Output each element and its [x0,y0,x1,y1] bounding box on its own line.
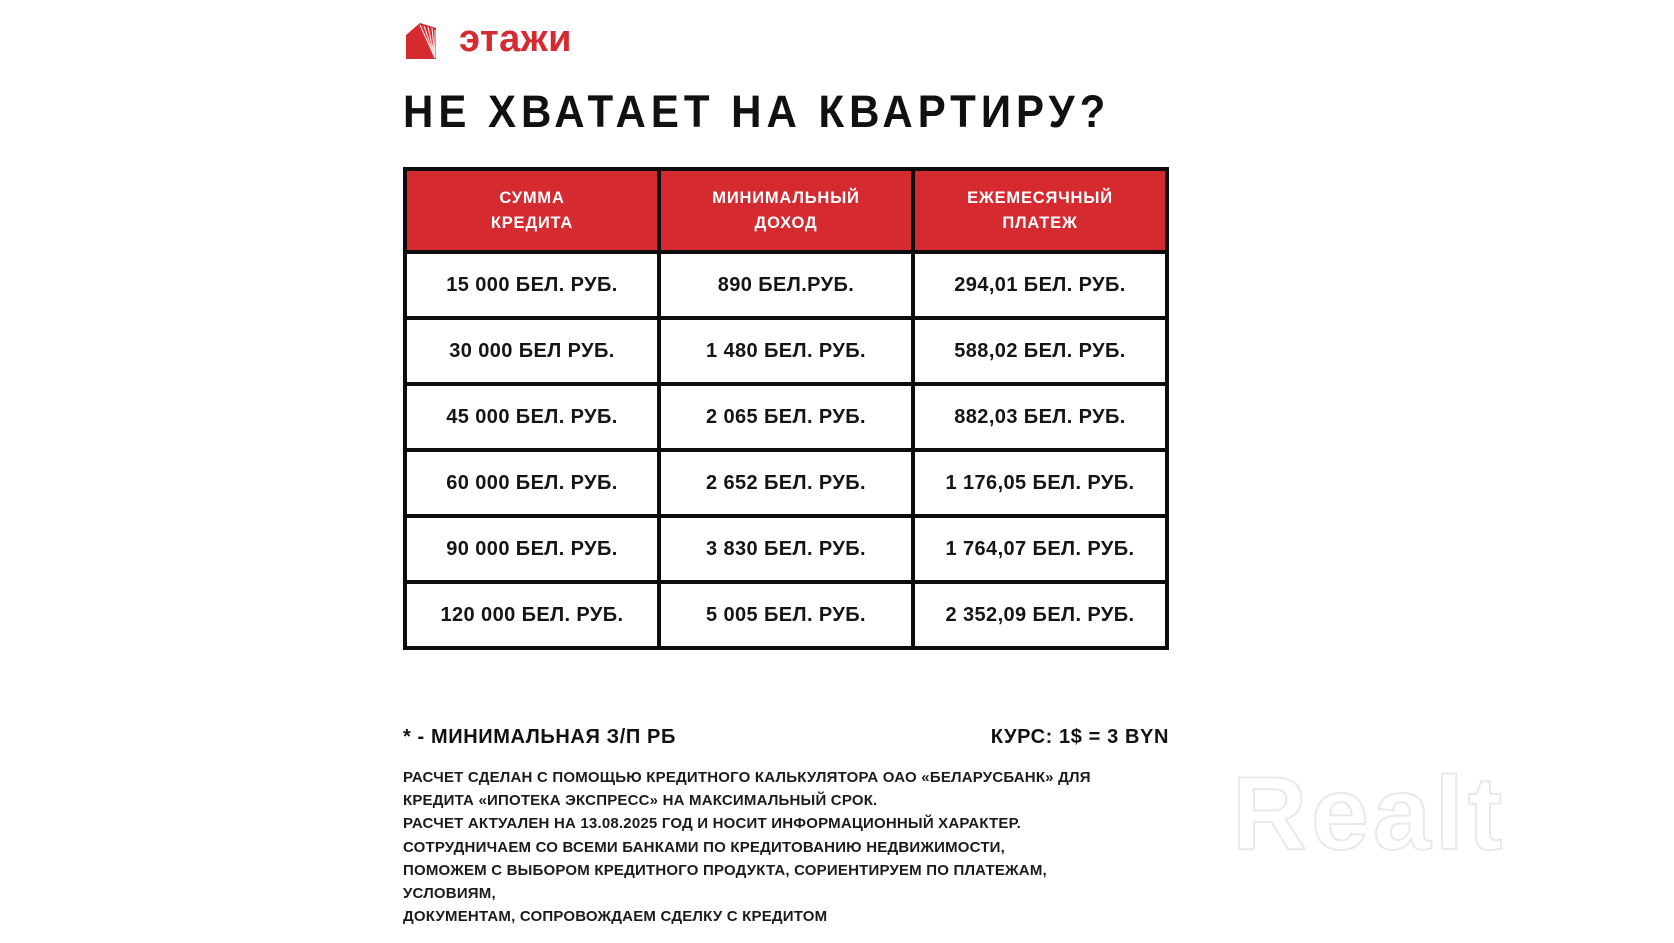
table-cell: 5 005 БЕЛ. РУБ. [657,580,915,650]
column-header-line1: ЕЖЕМЕСЯЧНЫЙ [967,188,1113,207]
table-row: 15 000 БЕЛ. РУБ. 890 БЕЛ.РУБ. 294,01 БЕЛ. … [403,250,1169,320]
table-cell: 30 000 БЕЛ РУБ. [403,316,661,386]
column-header-line1: МИНИМАЛЬНЫЙ [712,188,860,207]
table-cell: 60 000 БЕЛ. РУБ. [403,448,661,518]
table-cell: 90 000 БЕЛ. РУБ. [403,514,661,584]
header-row: СУММА КРЕДИТА МИНИМАЛЬНЫЙ ДОХОД ЕЖЕМЕСЯЧНЫЙ П… [403,167,1169,254]
brand-logo: этажи [405,20,572,62]
table-cell: 2 652 БЕЛ. РУБ. [657,448,915,518]
table-cell: 45 000 БЕЛ. РУБ. [403,382,661,452]
footnote-min-salary: * - МИНИМАЛЬНАЯ З/П РБ [403,726,676,748]
column-header: МИНИМАЛЬНЫЙ ДОХОД [657,167,915,254]
table-row: 120 000 БЕЛ. РУБ. 5 005 БЕЛ. РУБ. 2 352,09… [403,580,1169,650]
table-cell: 1 176,05 БЕЛ. РУБ. [911,448,1169,518]
table-cell: 2 065 БЕЛ. РУБ. [657,382,915,452]
table-cell: 2 352,09 БЕЛ. РУБ. [911,580,1169,650]
fine-print-line: РАСЧЕТ АКТУАЛЕН НА 13.08.2025 ГОД И НОСИ… [403,815,1021,833]
table-cell: 1 480 БЕЛ. РУБ. [657,316,915,386]
table-cell: 588,02 БЕЛ. РУБ. [911,316,1169,386]
brand-name: этажи [459,18,573,60]
column-header-line1: СУММА [499,188,565,207]
footnote-exchange-rate: КУРС: 1$ = 3 BYN [990,726,1169,748]
footnote-row: * - МИНИМАЛЬНАЯ З/П РБ КУРС: 1$ = 3 BYN [403,726,1169,749]
fine-print-line: ПОМОЖЕМ С ВЫБОРОМ КРЕДИТНОГО ПРОДУКТА, С… [403,861,1047,879]
table-row: 60 000 БЕЛ. РУБ. 2 652 БЕЛ. РУБ. 1 176,05 … [403,448,1169,518]
table-cell: 294,01 БЕЛ. РУБ. [911,250,1169,320]
table-cell: 15 000 БЕЛ. РУБ. [403,250,661,320]
etazhi-house-icon [406,23,436,59]
credit-table: СУММА КРЕДИТА МИНИМАЛЬНЫЙ ДОХОД ЕЖЕМЕСЯЧНЫЙ П… [403,167,1169,650]
column-header: ЕЖЕМЕСЯЧНЫЙ ПЛАТЕЖ [911,167,1169,254]
credit-table-body: 15 000 БЕЛ. РУБ. 890 БЕЛ.РУБ. 294,01 БЕЛ. … [403,250,1169,650]
fine-print-line: УСЛОВИЯМ, [403,885,496,903]
column-header-line2: ПЛАТЕЖ [1002,213,1078,232]
table-row: 30 000 БЕЛ РУБ. 1 480 БЕЛ. РУБ. 588,02 БЕЛ… [403,316,1169,386]
table-cell: 120 000 БЕЛ. РУБ. [403,580,661,650]
table-cell: 3 830 БЕЛ. РУБ. [657,514,915,584]
column-header-line2: ДОХОД [754,213,818,232]
table-cell: 890 БЕЛ.РУБ. [657,250,915,320]
column-header: СУММА КРЕДИТА [403,167,661,254]
column-header-line2: КРЕДИТА [490,213,574,232]
fine-print-line: КРЕДИТА «ИПОТЕКА ЭКСПРЕСС» НА МАКСИМАЛЬН… [403,792,878,810]
table-cell: 882,03 БЕЛ. РУБ. [911,382,1169,452]
fine-print-line: ДОКУМЕНТАМ, СОПРОВОЖДАЕМ СДЕЛКУ С КРЕДИТ… [403,908,828,926]
table-cell: 1 764,07 БЕЛ. РУБ. [911,514,1169,584]
page-title: НЕ ХВАТАЕТ НА КВАРТИРУ? [403,86,1111,137]
table-row: 45 000 БЕЛ. РУБ. 2 065 БЕЛ. РУБ. 882,03 БЕ… [403,382,1169,452]
realt-watermark: Realt [1231,756,1507,872]
table-row: 90 000 БЕЛ. РУБ. 3 830 БЕЛ. РУБ. 1 764,07 … [403,514,1169,584]
credit-table-head: СУММА КРЕДИТА МИНИМАЛЬНЫЙ ДОХОД ЕЖЕМЕСЯЧНЫЙ П… [403,167,1169,254]
fine-print-line: РАСЧЕТ СДЕЛАН С ПОМОЩЬЮ КРЕДИТНОГО КАЛЬК… [403,769,1091,786]
fine-print-block: РАСЧЕТ СДЕЛАН С ПОМОЩЬЮ КРЕДИТНОГО КАЛЬК… [403,766,1203,928]
fine-print-line: СОТРУДНИЧАЕМ СО ВСЕМИ БАНКАМИ ПО КРЕДИТО… [403,838,1006,856]
